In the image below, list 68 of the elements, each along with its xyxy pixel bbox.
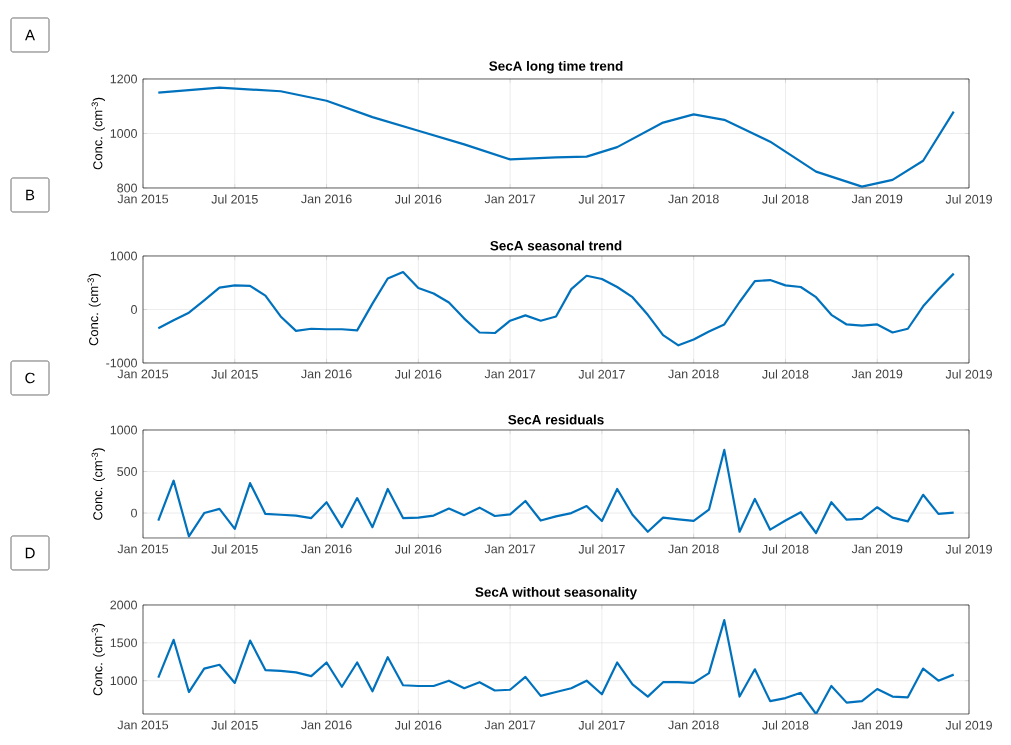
x-tick-label: Jul 2017 <box>578 720 625 730</box>
x-tick-label: Jul 2015 <box>211 720 258 730</box>
text: C <box>25 372 35 384</box>
x-tick-label: Jan 2015 <box>117 720 169 730</box>
x-tick-label: Jul 2019 <box>945 369 992 379</box>
x-tick-label: Jul 2017 <box>578 544 625 554</box>
y-tick-label: 1000 <box>110 129 137 138</box>
x-tick-label: Jul 2019 <box>945 544 992 554</box>
y-tick-label: 1200 <box>110 74 137 84</box>
x-tick-label: Jan 2018 <box>668 720 719 730</box>
line-series <box>157 619 955 714</box>
x-tick-label: Jul 2016 <box>394 720 442 730</box>
x-tick-label: Jul 2015 <box>211 194 258 204</box>
x-tick-label: Jan 2017 <box>484 544 536 554</box>
x-tick-label: Jan 2019 <box>851 194 903 204</box>
line-series <box>157 86 955 188</box>
x-tick-label: Jul 2018 <box>762 544 809 554</box>
x-tick-label: Jan 2016 <box>301 194 352 204</box>
x-tick-label: Jul 2019 <box>945 720 992 730</box>
x-tick-label: Jul 2018 <box>762 369 809 379</box>
x-tick-label: Jan 2015 <box>117 544 169 554</box>
x-tick-label: Jan 2018 <box>668 544 719 554</box>
x-tick-label: Jul 2017 <box>578 194 625 204</box>
y-tick-label: 1000 <box>110 251 137 261</box>
y-axis-title: Conc. (cm$^{-3}$) <box>87 273 101 346</box>
x-tick-label: Jan 2016 <box>301 544 352 554</box>
x-tick-label: Jan 2019 <box>851 369 903 379</box>
chart-title: SecA long time trend <box>489 60 623 74</box>
y-axis-title: Conc. (cm$^{-3}$) <box>91 97 105 170</box>
x-tick-label: Jan 2015 <box>117 194 169 204</box>
x-tick-label: Jan 2017 <box>484 369 536 379</box>
x-tick-label: Jan 2016 <box>301 720 352 730</box>
y-tick-label: 800 <box>117 183 137 193</box>
y-tick-label: 1000 <box>110 425 137 435</box>
x-tick-label: Jan 2018 <box>668 369 719 379</box>
x-tick-label: Jan 2019 <box>851 720 903 730</box>
line-series <box>157 270 955 347</box>
x-tick-label: Jan 2019 <box>851 544 903 554</box>
line-series <box>157 448 955 538</box>
text: B <box>26 189 35 201</box>
x-tick-label: Jul 2015 <box>211 544 258 554</box>
x-tick-label: Jan 2015 <box>117 369 169 379</box>
x-tick-label: Jan 2017 <box>484 194 536 204</box>
x-tick-label: Jul 2016 <box>394 369 442 379</box>
x-tick-label: Jan 2018 <box>668 194 719 204</box>
x-tick-label: Jul 2016 <box>394 194 442 204</box>
y-tick-label: 0 <box>131 508 137 518</box>
x-tick-label: Jan 2016 <box>301 369 352 379</box>
y-axis-title: Conc. (cm$^{-3}$) <box>91 623 105 696</box>
x-tick-label: Jul 2018 <box>762 720 809 730</box>
text: A <box>25 29 35 41</box>
chart-title: SecA seasonal trend <box>490 240 622 251</box>
y-axis-title: Conc. (cm$^{-3}$) <box>91 448 105 520</box>
y-tick-label: 0 <box>131 305 137 314</box>
x-tick-label: Jul 2018 <box>762 194 809 204</box>
y-tick-label: 2000 <box>110 600 137 610</box>
text: D <box>25 547 35 559</box>
x-tick-label: Jul 2017 <box>578 369 625 379</box>
y-tick-label: 500 <box>117 467 137 476</box>
chart-title: SecA residuals <box>508 414 604 425</box>
x-tick-label: Jul 2015 <box>211 369 258 379</box>
x-tick-label: Jul 2019 <box>945 194 992 204</box>
y-tick-label: -1000 <box>106 358 137 368</box>
y-tick-label: 1000 <box>110 676 137 686</box>
x-tick-label: Jan 2017 <box>484 720 536 730</box>
x-tick-label: Jul 2016 <box>394 544 442 554</box>
chart-title: SecA without seasonality <box>475 586 638 600</box>
y-tick-label: 1500 <box>110 638 137 648</box>
